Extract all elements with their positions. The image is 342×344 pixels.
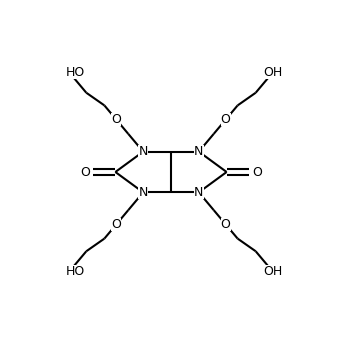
Text: OH: OH bbox=[264, 265, 283, 278]
Text: O: O bbox=[221, 113, 231, 126]
Text: N: N bbox=[139, 145, 148, 158]
Text: O: O bbox=[80, 165, 90, 179]
Text: N: N bbox=[139, 186, 148, 199]
Text: HO: HO bbox=[66, 265, 85, 278]
Text: N: N bbox=[194, 145, 203, 158]
Text: N: N bbox=[194, 186, 203, 199]
Text: O: O bbox=[252, 165, 262, 179]
Text: O: O bbox=[221, 218, 231, 231]
Text: O: O bbox=[111, 218, 121, 231]
Text: OH: OH bbox=[264, 66, 283, 79]
Text: HO: HO bbox=[66, 66, 85, 79]
Text: O: O bbox=[111, 113, 121, 126]
